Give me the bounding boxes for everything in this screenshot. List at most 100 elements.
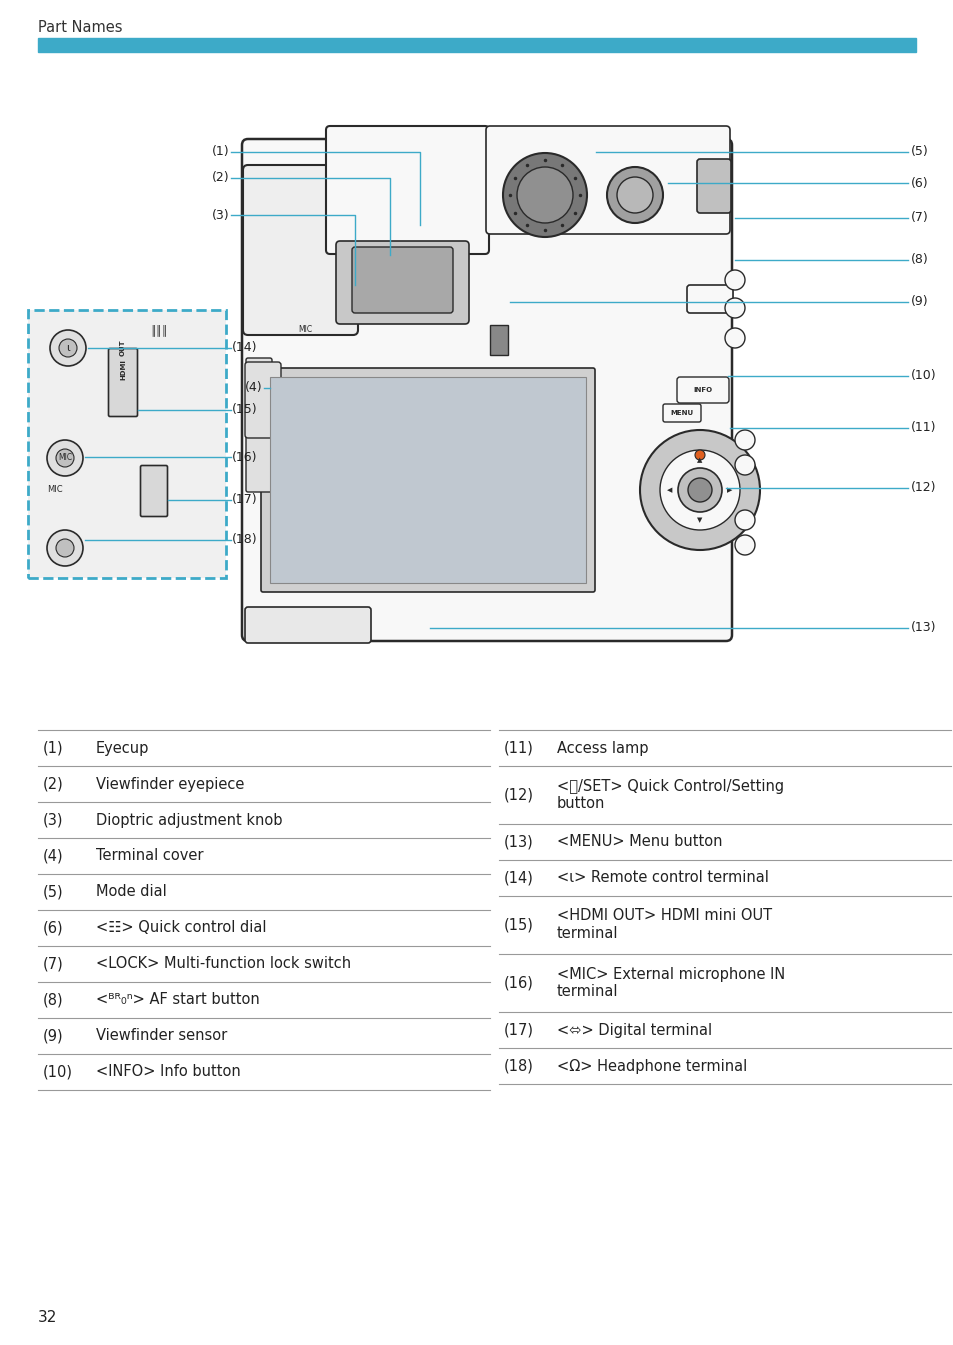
- Text: Mode dial: Mode dial: [96, 885, 167, 900]
- Circle shape: [724, 299, 744, 317]
- Text: Dioptric adjustment knob: Dioptric adjustment knob: [96, 812, 282, 827]
- FancyBboxPatch shape: [485, 126, 729, 234]
- Text: MENU: MENU: [670, 410, 693, 416]
- Text: terminal: terminal: [557, 985, 618, 999]
- Text: <MIC> External microphone IN: <MIC> External microphone IN: [557, 967, 784, 982]
- Text: ι: ι: [66, 343, 70, 352]
- Text: (15): (15): [503, 917, 534, 932]
- Text: HDMI: HDMI: [120, 359, 126, 381]
- Circle shape: [734, 510, 754, 530]
- Circle shape: [47, 440, 83, 476]
- Circle shape: [734, 535, 754, 555]
- Text: ◀: ◀: [666, 487, 672, 494]
- Circle shape: [734, 455, 754, 475]
- Text: (7): (7): [43, 956, 64, 971]
- Text: (6): (6): [43, 920, 64, 936]
- FancyBboxPatch shape: [243, 165, 357, 335]
- Text: (18): (18): [503, 1059, 534, 1073]
- Text: (6): (6): [910, 176, 927, 190]
- Text: MIC: MIC: [297, 325, 312, 335]
- Circle shape: [724, 328, 744, 348]
- Text: ▲: ▲: [697, 457, 702, 463]
- Text: (1): (1): [43, 741, 64, 756]
- Circle shape: [734, 430, 754, 451]
- FancyBboxPatch shape: [245, 607, 371, 643]
- Text: (10): (10): [43, 1064, 73, 1080]
- Text: (17): (17): [232, 494, 257, 507]
- Circle shape: [687, 477, 711, 502]
- FancyBboxPatch shape: [109, 348, 137, 417]
- Circle shape: [502, 153, 586, 237]
- FancyBboxPatch shape: [352, 247, 453, 313]
- Text: Viewfinder sensor: Viewfinder sensor: [96, 1029, 227, 1044]
- Text: Eyecup: Eyecup: [96, 741, 150, 756]
- Circle shape: [639, 430, 760, 550]
- Text: Access lamp: Access lamp: [557, 741, 648, 756]
- Circle shape: [517, 167, 573, 223]
- Text: (18): (18): [232, 534, 257, 546]
- Text: (9): (9): [910, 296, 927, 308]
- Text: (2): (2): [43, 776, 64, 791]
- Circle shape: [695, 451, 704, 460]
- Bar: [270, 377, 585, 582]
- Text: <ι> Remote control terminal: <ι> Remote control terminal: [557, 870, 768, 885]
- Text: Part Names: Part Names: [38, 20, 122, 35]
- Text: (13): (13): [910, 621, 936, 635]
- Text: INFO: INFO: [693, 387, 712, 393]
- Text: <HDMI OUT> HDMI mini OUT: <HDMI OUT> HDMI mini OUT: [557, 908, 771, 924]
- Text: <MENU> Menu button: <MENU> Menu button: [557, 834, 721, 850]
- Text: (4): (4): [43, 849, 64, 863]
- Text: <⬄> Digital terminal: <⬄> Digital terminal: [557, 1022, 711, 1037]
- Text: (1): (1): [213, 145, 230, 159]
- Text: (5): (5): [43, 885, 64, 900]
- Text: (8): (8): [910, 253, 928, 266]
- Text: (2): (2): [213, 172, 230, 184]
- Text: (17): (17): [503, 1022, 534, 1037]
- Bar: [28, 309, 226, 578]
- FancyBboxPatch shape: [326, 126, 489, 254]
- Text: (16): (16): [232, 451, 257, 464]
- Text: (3): (3): [213, 208, 230, 222]
- Text: ▼: ▼: [697, 516, 702, 523]
- Circle shape: [47, 530, 83, 566]
- Circle shape: [606, 167, 662, 223]
- FancyBboxPatch shape: [140, 465, 168, 516]
- Text: (10): (10): [910, 370, 936, 382]
- Text: terminal: terminal: [557, 927, 618, 941]
- FancyBboxPatch shape: [245, 362, 281, 438]
- Text: <LOCK> Multi-function lock switch: <LOCK> Multi-function lock switch: [96, 956, 351, 971]
- FancyBboxPatch shape: [686, 285, 732, 313]
- Circle shape: [59, 339, 77, 356]
- Circle shape: [724, 270, 744, 291]
- Text: (11): (11): [503, 741, 534, 756]
- Text: button: button: [557, 796, 605, 811]
- Text: ▶: ▶: [726, 487, 732, 494]
- Text: (3): (3): [43, 812, 64, 827]
- Circle shape: [56, 449, 74, 467]
- Text: (14): (14): [503, 870, 534, 885]
- Text: (15): (15): [232, 404, 257, 417]
- Circle shape: [56, 539, 74, 557]
- Bar: [28, 309, 226, 578]
- Text: (13): (13): [503, 834, 533, 850]
- Text: (11): (11): [910, 421, 936, 434]
- Bar: [38, 38, 915, 52]
- Text: <Ⓠ/SET> Quick Control/Setting: <Ⓠ/SET> Quick Control/Setting: [557, 779, 783, 794]
- Text: Terminal cover: Terminal cover: [96, 849, 203, 863]
- Text: <ᴮᴿ₀ⁿ> AF start button: <ᴮᴿ₀ⁿ> AF start button: [96, 993, 259, 1007]
- Circle shape: [50, 330, 86, 366]
- Circle shape: [617, 178, 652, 213]
- Text: (12): (12): [503, 788, 534, 803]
- Circle shape: [659, 451, 740, 530]
- Text: (12): (12): [910, 482, 936, 495]
- Bar: [490, 325, 507, 355]
- Text: OUT: OUT: [120, 340, 126, 356]
- Text: <Ω> Headphone terminal: <Ω> Headphone terminal: [557, 1059, 746, 1073]
- FancyBboxPatch shape: [697, 159, 730, 213]
- Text: <☷> Quick control dial: <☷> Quick control dial: [96, 920, 266, 936]
- FancyBboxPatch shape: [246, 358, 272, 492]
- Text: <INFO> Info button: <INFO> Info button: [96, 1064, 240, 1080]
- Text: MIC: MIC: [58, 453, 72, 463]
- Text: (7): (7): [910, 211, 928, 225]
- FancyBboxPatch shape: [261, 369, 595, 592]
